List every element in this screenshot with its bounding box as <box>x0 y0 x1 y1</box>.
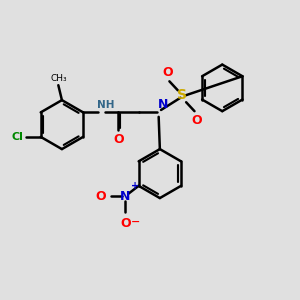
Text: −: − <box>130 217 140 227</box>
Text: O: O <box>113 133 124 146</box>
Text: N: N <box>158 98 169 111</box>
Text: +: + <box>130 181 139 191</box>
Text: O: O <box>96 190 106 203</box>
Text: N: N <box>120 190 130 203</box>
Text: Cl: Cl <box>11 132 23 142</box>
Text: NH: NH <box>97 100 114 110</box>
Text: CH₃: CH₃ <box>51 74 67 83</box>
Text: S: S <box>177 88 187 102</box>
Text: O: O <box>120 217 130 230</box>
Text: O: O <box>191 114 202 127</box>
Text: O: O <box>162 66 173 79</box>
